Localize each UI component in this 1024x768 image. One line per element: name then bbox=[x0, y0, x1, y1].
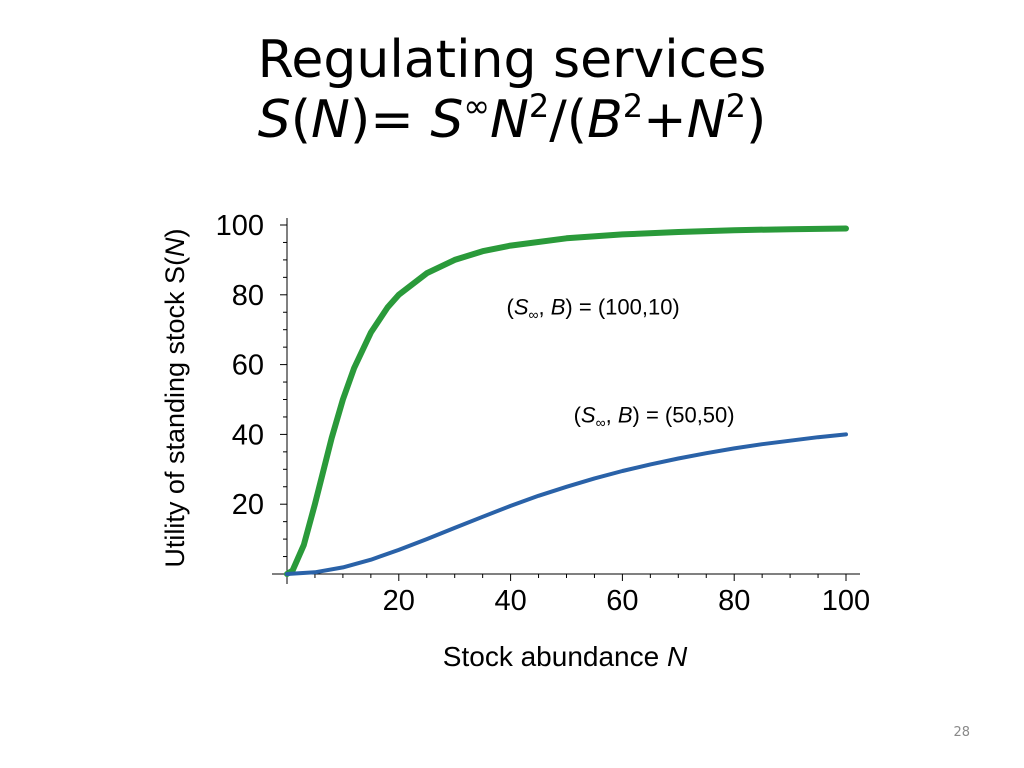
formula-infinity-sup: ∞ bbox=[463, 87, 490, 125]
formula-close-eq: )= bbox=[349, 90, 431, 150]
title-line: Regulating services bbox=[257, 30, 767, 90]
series-line-1 bbox=[284, 225, 849, 577]
x-tick-label: 20 bbox=[383, 585, 415, 617]
formula-exponent-b: 2 bbox=[622, 87, 644, 125]
y-tick-label: 40 bbox=[232, 419, 264, 451]
formula-line: S(N)= S∞N2/(B2+N2) bbox=[0, 90, 1024, 150]
slide-title: Regulating services S(N)= S∞N2/(B2+N2) bbox=[0, 30, 1024, 150]
formula-slash-open: /( bbox=[549, 90, 588, 150]
x-tick-label: 80 bbox=[718, 585, 750, 617]
formula-s: S bbox=[257, 90, 291, 150]
y-tick-label: 20 bbox=[232, 489, 264, 521]
formula-exponent-c: 2 bbox=[725, 87, 746, 125]
formula-exponent-a: 2 bbox=[528, 87, 550, 125]
x-axis-label: Stock abundance N bbox=[443, 641, 688, 672]
formula-plus: + bbox=[643, 90, 687, 150]
page-number: 28 bbox=[953, 725, 970, 740]
x-tick-label: 100 bbox=[822, 585, 870, 617]
y-tick-label: 60 bbox=[232, 350, 264, 382]
formula-b: B bbox=[587, 90, 623, 150]
y-axis-label: Utility of standing stock S(N) bbox=[160, 228, 190, 567]
y-tick-label: 100 bbox=[216, 210, 264, 242]
x-tick-label: 40 bbox=[494, 585, 526, 617]
series-annotation-1: (S∞, B) = (100,10) bbox=[507, 294, 680, 322]
series-annotation-2: (S∞, B) = (50,50) bbox=[574, 402, 735, 430]
y-tick-label: 80 bbox=[232, 280, 264, 312]
series-line-2 bbox=[285, 432, 848, 576]
formula-close-paren: ) bbox=[745, 90, 767, 150]
formula-open-paren: ( bbox=[290, 90, 312, 150]
x-tick-label: 60 bbox=[606, 585, 638, 617]
formula-n-squared: N bbox=[490, 90, 529, 150]
formula-n-denominator: N bbox=[686, 90, 726, 150]
formula-n: N bbox=[311, 90, 350, 150]
formula-s-infinity: S bbox=[430, 90, 464, 150]
